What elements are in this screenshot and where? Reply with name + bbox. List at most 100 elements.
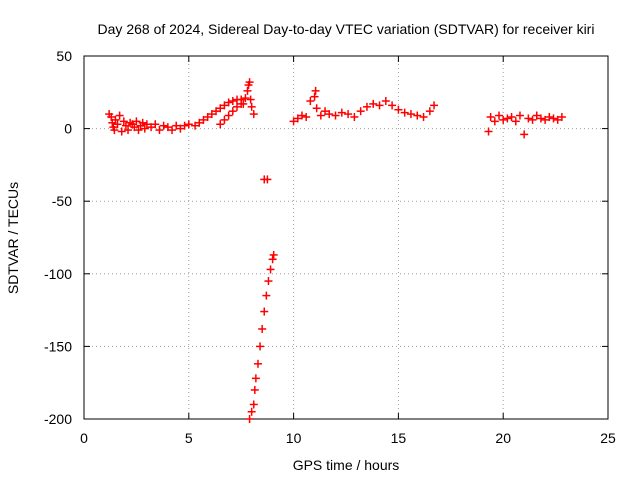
data-point: [536, 114, 545, 123]
data-point: [553, 115, 562, 124]
data-point: [107, 112, 116, 121]
data-point: [413, 111, 422, 120]
data-point: [195, 118, 204, 127]
y-tick-label: -50: [52, 193, 72, 209]
data-point: [132, 117, 141, 126]
y-tick-label: -150: [44, 338, 72, 354]
data-point: [297, 111, 306, 120]
x-tick-label: 10: [286, 430, 302, 446]
data-point: [155, 126, 164, 135]
data-point: [113, 120, 122, 129]
data-point: [289, 117, 298, 126]
data-point: [239, 99, 248, 108]
data-point: [199, 115, 208, 124]
data-point: [311, 86, 320, 95]
data-point: [331, 111, 340, 120]
data-point: [325, 110, 334, 119]
data-point: [172, 121, 181, 130]
data-point: [159, 121, 168, 130]
x-axis-label: GPS time / hours: [293, 457, 400, 473]
data-point: [253, 359, 262, 368]
data-point: [247, 407, 256, 416]
data-point: [406, 110, 415, 119]
data-point: [499, 115, 508, 124]
data-point: [511, 117, 520, 126]
data-point: [241, 94, 250, 103]
data-point: [490, 117, 499, 126]
grid-lines: [84, 56, 608, 419]
data-point: [216, 104, 225, 113]
data-point: [224, 98, 233, 107]
plot-frame: [83, 55, 609, 420]
data-point: [258, 324, 267, 333]
data-point: [220, 101, 229, 110]
data-point: [207, 110, 216, 119]
data-point: [147, 123, 156, 132]
data-point: [245, 78, 254, 87]
y-tick-label: -100: [44, 266, 72, 282]
data-point: [203, 112, 212, 121]
data-point: [306, 97, 315, 106]
data-point: [507, 112, 516, 121]
y-tick-label: 50: [56, 48, 72, 64]
data-point: [176, 124, 185, 133]
x-tick-label: 0: [80, 430, 88, 446]
data-point: [134, 126, 143, 135]
data-point: [486, 112, 495, 121]
data-point: [541, 115, 550, 124]
y-tick-label: 0: [64, 121, 72, 137]
data-point: [163, 123, 172, 132]
data-point: [321, 107, 330, 116]
data-point: [430, 101, 439, 110]
x-tick-label: 25: [600, 430, 616, 446]
x-tick-label: 20: [495, 430, 511, 446]
data-point: [151, 120, 160, 129]
data-point: [246, 95, 255, 104]
data-point: [140, 124, 149, 133]
data-point: [269, 250, 278, 259]
data-point: [388, 101, 397, 110]
data-points: [105, 78, 566, 423]
data-point: [111, 115, 120, 124]
y-tick-label: -200: [44, 411, 72, 427]
data-point: [350, 112, 359, 121]
data-point: [425, 107, 434, 116]
x-tick-label: 15: [391, 430, 407, 446]
data-point: [356, 107, 365, 116]
data-point: [316, 111, 325, 120]
data-point: [375, 101, 384, 110]
data-point: [260, 307, 269, 316]
data-point: [247, 102, 256, 111]
data-point: [180, 121, 189, 130]
data-point: [293, 114, 302, 123]
data-point: [168, 126, 177, 135]
data-point: [312, 104, 321, 113]
data-point: [362, 102, 371, 111]
data-point: [249, 110, 258, 119]
y-axis-label: SDTVAR / TECUs: [5, 182, 21, 294]
data-point: [344, 110, 353, 119]
data-point: [117, 127, 126, 136]
data-point: [249, 400, 258, 409]
data-point: [484, 127, 493, 136]
data-point: [228, 97, 237, 106]
data-point: [268, 255, 277, 264]
data-point: [110, 126, 119, 135]
x-tick-label: 5: [185, 430, 193, 446]
data-point: [224, 111, 233, 120]
data-point: [264, 277, 273, 286]
data-point: [381, 97, 390, 106]
data-point: [121, 121, 130, 130]
data-point: [302, 112, 311, 121]
data-point: [515, 111, 524, 120]
data-point: [263, 175, 272, 184]
data-point: [216, 120, 225, 129]
data-point: [184, 120, 193, 129]
data-point: [124, 126, 133, 135]
axis-ticks: 0 5 10 15 20 25 -200 -150 -100 -50 0 50: [44, 48, 616, 446]
data-point: [394, 105, 403, 114]
data-point: [520, 130, 529, 139]
data-point: [400, 108, 409, 117]
data-point: [528, 115, 537, 124]
